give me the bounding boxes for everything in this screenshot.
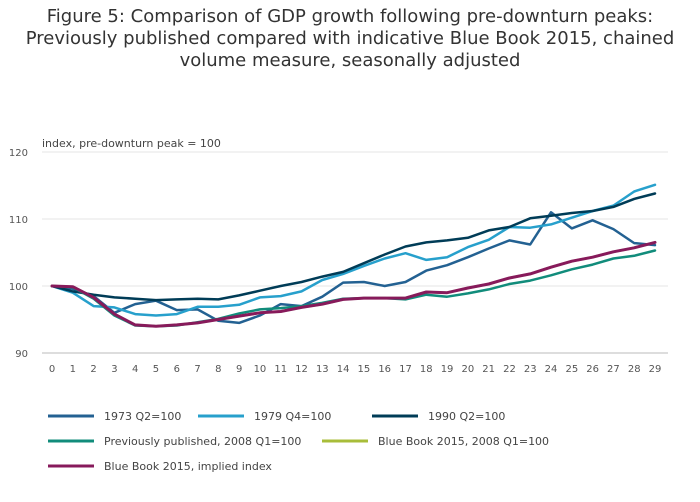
x-tick-label-13: 13	[316, 364, 329, 375]
x-tick-label-10: 10	[254, 364, 267, 375]
grid-layer	[42, 151, 668, 354]
x-tick-label-23: 23	[524, 364, 537, 375]
x-tick-label-0: 0	[49, 364, 55, 375]
series-line-6	[50, 240, 657, 328]
x-tick-label-12: 12	[295, 364, 308, 375]
y-tick-label-120: 120	[9, 148, 28, 159]
x-tick-label-25: 25	[565, 364, 578, 375]
x-tick-label-6: 6	[174, 364, 180, 375]
legend-label-5: Blue Book 2015, 2008 Q1=100	[378, 435, 549, 448]
legend-label-4: Previously published, 2008 Q1=100	[104, 435, 301, 448]
x-tick-label-2: 2	[90, 364, 96, 375]
x-tick-label-4: 4	[132, 364, 138, 375]
series-line-3	[50, 192, 657, 302]
x-tick-label-22: 22	[503, 364, 516, 375]
x-tick-label-18: 18	[420, 364, 433, 375]
x-tick-label-1: 1	[70, 364, 76, 375]
legend-label-6: Blue Book 2015, implied index	[104, 460, 272, 473]
y-axis-label: index, pre-downturn peak = 100	[42, 137, 221, 150]
x-tick-label-11: 11	[274, 364, 287, 375]
legend-layer: 1973 Q2=100 1979 Q4=100 1990 Q2=100 Previou…	[48, 410, 549, 473]
y-ticks-layer: 90 100 110 120	[9, 148, 28, 360]
y-tick-label-90: 90	[15, 349, 28, 360]
x-tick-label-8: 8	[215, 364, 221, 375]
y-tick-label-100: 100	[9, 282, 28, 293]
x-tick-label-3: 3	[111, 364, 117, 375]
x-tick-label-5: 5	[153, 364, 159, 375]
x-tick-label-29: 29	[649, 364, 662, 375]
x-tick-label-28: 28	[628, 364, 641, 375]
x-tick-label-17: 17	[399, 364, 412, 375]
x-tick-label-19: 19	[441, 364, 454, 375]
x-tick-label-21: 21	[482, 364, 495, 375]
x-tick-label-15: 15	[358, 364, 371, 375]
x-tick-label-7: 7	[194, 364, 200, 375]
x-tick-label-9: 9	[236, 364, 242, 375]
x-tick-label-26: 26	[586, 364, 599, 375]
x-tick-label-20: 20	[461, 364, 474, 375]
x-tick-label-24: 24	[545, 364, 558, 375]
y-tick-label-110: 110	[9, 215, 28, 226]
x-ticks-layer: 0 1 2 3 4 5 6 7 8 9 10 11 12 13 14 15 16 17 18 19 20 21 22 23 24…	[49, 364, 662, 375]
legend-label-2: 1979 Q4=100	[254, 410, 331, 423]
x-tick-label-14: 14	[337, 364, 350, 375]
x-tick-label-16: 16	[378, 364, 391, 375]
legend-label-1: 1973 Q2=100	[104, 410, 181, 423]
series-line-2	[50, 183, 657, 317]
series-layer	[50, 183, 657, 328]
x-tick-label-27: 27	[607, 364, 620, 375]
legend-label-3: 1990 Q2=100	[428, 410, 505, 423]
chart-title: Figure 5: Comparison of GDP growth follo…	[25, 6, 675, 71]
